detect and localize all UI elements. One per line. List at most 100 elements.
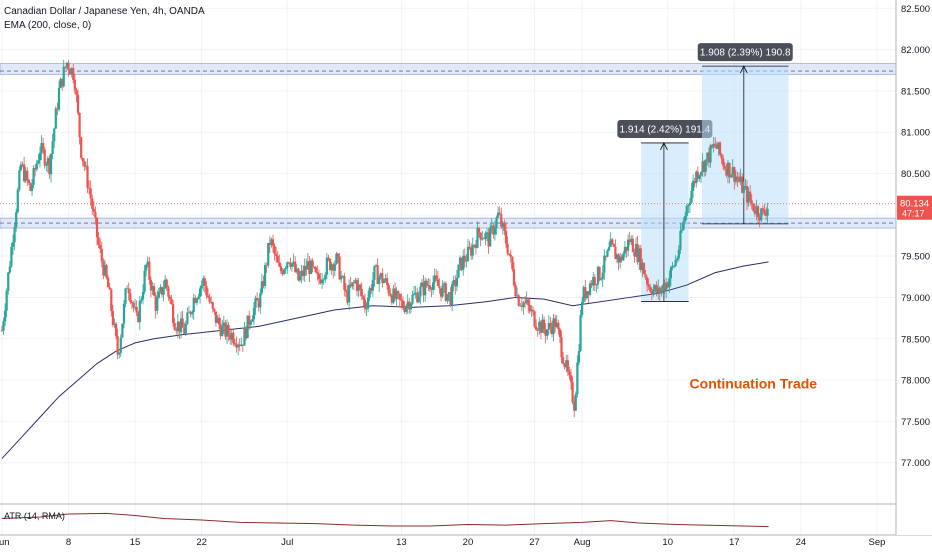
- time-tick-label: 17: [729, 537, 740, 548]
- candle-body: [615, 254, 619, 260]
- candle: [75, 87, 78, 103]
- candle: [672, 264, 676, 269]
- candle: [184, 320, 187, 337]
- candle-body: [80, 137, 83, 158]
- candle-body: [485, 232, 489, 234]
- candle: [568, 366, 571, 380]
- candle-body: [606, 250, 609, 257]
- candle: [268, 236, 271, 254]
- candle: [191, 309, 194, 319]
- candle-body: [241, 344, 244, 346]
- candle: [569, 369, 573, 390]
- candle: [558, 327, 562, 343]
- candle: [126, 285, 129, 290]
- candle: [665, 277, 668, 299]
- candle-body: [544, 329, 547, 336]
- candle-body: [644, 274, 647, 278]
- candle: [56, 102, 59, 116]
- candle-body: [755, 206, 758, 214]
- candle-body: [186, 312, 189, 324]
- candle-body: [463, 255, 466, 262]
- candle: [175, 327, 178, 335]
- candle-body: [205, 285, 208, 296]
- candle-body: [303, 265, 306, 276]
- candle: [34, 164, 37, 177]
- candle: [677, 245, 680, 262]
- candle: [520, 298, 523, 312]
- candle-body: [389, 293, 392, 296]
- candle-body: [690, 190, 693, 203]
- candle: [620, 253, 623, 263]
- candle-body: [581, 301, 584, 315]
- candle-body: [417, 296, 420, 303]
- candle: [650, 287, 653, 301]
- candle: [623, 240, 627, 258]
- candle-body: [501, 222, 504, 227]
- ema-indicator-label[interactable]: EMA (200, close, 0): [4, 20, 92, 31]
- candle: [8, 260, 11, 274]
- candle-body: [449, 292, 452, 306]
- candle: [728, 162, 731, 184]
- candle: [590, 279, 593, 288]
- candle-body: [94, 211, 97, 218]
- candle-body: [482, 238, 485, 240]
- candle: [183, 322, 186, 335]
- candle: [95, 217, 99, 246]
- candle-body: [549, 323, 552, 328]
- candle: [441, 280, 444, 299]
- candle: [596, 265, 600, 290]
- candle-body: [347, 284, 351, 303]
- candle: [262, 275, 265, 289]
- candle: [102, 258, 105, 280]
- candle-body: [72, 67, 75, 80]
- candle: [393, 282, 397, 302]
- candle: [138, 295, 141, 331]
- candle: [625, 246, 628, 258]
- candle: [508, 253, 511, 257]
- candle-body: [760, 208, 763, 221]
- candle: [470, 243, 473, 261]
- candle: [200, 280, 203, 296]
- candle: [516, 287, 519, 299]
- symbol-title[interactable]: Canadian Dollar / Japanese Yen, 4h, OAND…: [4, 6, 205, 17]
- candle: [167, 285, 170, 302]
- candle-body: [127, 288, 130, 294]
- candle-body: [333, 263, 336, 271]
- candle: [549, 317, 552, 334]
- candle-body: [5, 290, 8, 311]
- candle-body: [722, 158, 725, 166]
- candle-body: [704, 159, 707, 172]
- candle: [355, 277, 359, 297]
- candle: [354, 277, 357, 285]
- candle-body: [652, 289, 655, 295]
- candle-body: [766, 208, 769, 216]
- grid-lines: [0, 0, 896, 535]
- price-tick-label: 82.000: [901, 45, 930, 56]
- atr-indicator-label[interactable]: ATR (14, RMA): [4, 511, 65, 521]
- candle-body: [633, 252, 636, 257]
- candle-body: [525, 299, 528, 303]
- candle: [108, 283, 111, 290]
- candle-body: [584, 287, 587, 299]
- candle: [514, 282, 517, 298]
- candle: [308, 255, 311, 283]
- candle: [61, 78, 64, 91]
- candle-body: [533, 311, 536, 327]
- candle: [496, 206, 500, 219]
- candle: [213, 308, 216, 315]
- candle-body: [99, 244, 102, 249]
- candle: [403, 300, 406, 314]
- candle: [465, 254, 468, 268]
- candle-body: [289, 262, 292, 267]
- candle: [252, 302, 256, 325]
- candle-body: [40, 142, 43, 153]
- candle: [227, 321, 230, 342]
- candle-body: [542, 319, 546, 330]
- candle-body: [126, 288, 129, 290]
- candle: [468, 240, 471, 250]
- candle-body: [547, 323, 550, 330]
- candle: [238, 338, 241, 352]
- candle-body: [566, 360, 569, 372]
